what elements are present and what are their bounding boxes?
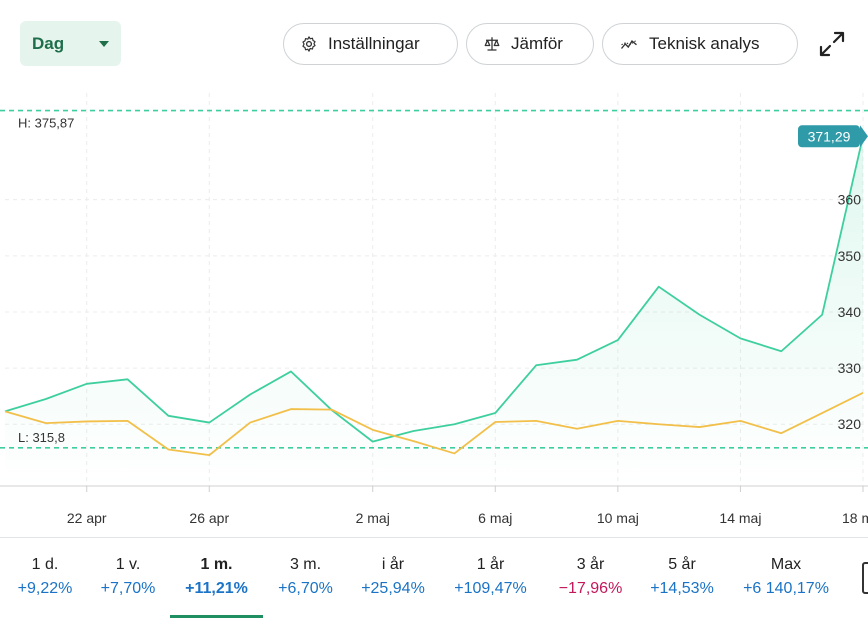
range-tab[interactable]: 1 d. +9,22%	[0, 538, 90, 618]
calendar-icon[interactable]	[862, 562, 868, 594]
gear-icon	[302, 36, 316, 52]
expand-icon	[819, 31, 845, 57]
range-tab-change: +6 140,17%	[743, 580, 829, 597]
last-value-badge-arrow	[860, 125, 868, 148]
y-tick-label: 320	[838, 416, 862, 432]
range-tab-label: 1 d.	[31, 556, 59, 573]
y-tick-label: 330	[838, 360, 862, 376]
settings-button[interactable]: Inställningar	[283, 23, 458, 65]
range-tab[interactable]: 5 år +14,53%	[638, 538, 726, 618]
range-tab-change: +7,70%	[100, 580, 156, 597]
range-tab-change: +9,22%	[17, 580, 73, 597]
range-tab-change: +11,21%	[185, 580, 248, 597]
range-tab-label: 5 år	[668, 556, 696, 573]
series-line-primary	[4, 136, 864, 443]
range-tab-label: 3 år	[576, 556, 605, 573]
range-tab-change: +109,47%	[454, 580, 527, 597]
y-tick-label: 360	[838, 192, 862, 208]
last-value-label: 371,29	[808, 128, 851, 144]
series-area	[5, 136, 863, 487]
x-tick-label: 22 apr	[67, 510, 107, 526]
range-tab[interactable]: 1 m. +11,21%	[170, 538, 263, 618]
range-tab-change: −17,96%	[558, 580, 623, 597]
price-chart[interactable]: H: 375,87L: 315,832033034035036022 apr26…	[0, 80, 868, 535]
range-tab[interactable]: Max +6 140,17%	[726, 538, 846, 618]
high-label: H: 375,87	[18, 116, 74, 131]
range-tab[interactable]: 3 år −17,96%	[543, 538, 638, 618]
x-tick-label: 10 maj	[597, 510, 639, 526]
x-tick-label: 6 maj	[478, 510, 512, 526]
range-tab-label: 1 v.	[115, 556, 141, 573]
range-tab-label: 1 m.	[200, 556, 233, 573]
range-tab-change: +6,70%	[278, 580, 333, 597]
trend-line-icon	[620, 39, 637, 49]
x-tick-label: 26 apr	[189, 510, 229, 526]
range-tab[interactable]: 1 år +109,47%	[438, 538, 543, 618]
chart-toolbar: Dag Inställningar Jämför Teknisk analys	[0, 0, 868, 80]
y-tick-label: 340	[838, 304, 862, 320]
chevron-down-icon	[99, 40, 109, 47]
compare-button[interactable]: Jämför	[466, 23, 594, 65]
x-tick-label: 18 maj	[842, 510, 868, 526]
series-line-compare	[4, 391, 864, 457]
range-tab-label: Max	[770, 556, 802, 573]
range-tab[interactable]: i år +25,94%	[348, 538, 438, 618]
range-tab-change: +25,94%	[361, 580, 425, 597]
last-value-badge	[798, 125, 860, 148]
scale-icon	[484, 37, 500, 51]
x-tick-label: 14 maj	[719, 510, 761, 526]
settings-label: Inställningar	[328, 34, 420, 53]
period-select[interactable]: Dag	[20, 21, 121, 66]
compare-label: Jämför	[511, 34, 563, 53]
technical-analysis-button[interactable]: Teknisk analys	[602, 23, 798, 65]
range-tab-label: 3 m.	[289, 556, 322, 573]
price-chart-svg: H: 375,87L: 315,832033034035036022 apr26…	[0, 93, 868, 526]
range-tab[interactable]: 3 m. +6,70%	[263, 538, 348, 618]
fullscreen-button[interactable]	[816, 28, 848, 60]
y-tick-label: 350	[838, 248, 862, 264]
technical-analysis-label: Teknisk analys	[649, 34, 760, 53]
period-select-value: Dag	[32, 33, 65, 53]
time-range-tabs: 1 d. +9,22% 1 v. +7,70% 1 m. +11,21% 3 m. +6,70…	[0, 537, 868, 618]
range-tab[interactable]: 1 v. +7,70%	[90, 538, 166, 618]
x-tick-label: 2 maj	[356, 510, 390, 526]
range-tab-label: i år	[381, 556, 405, 573]
range-tab-change: +14,53%	[650, 580, 714, 597]
range-tab-label: 1 år	[476, 556, 505, 573]
